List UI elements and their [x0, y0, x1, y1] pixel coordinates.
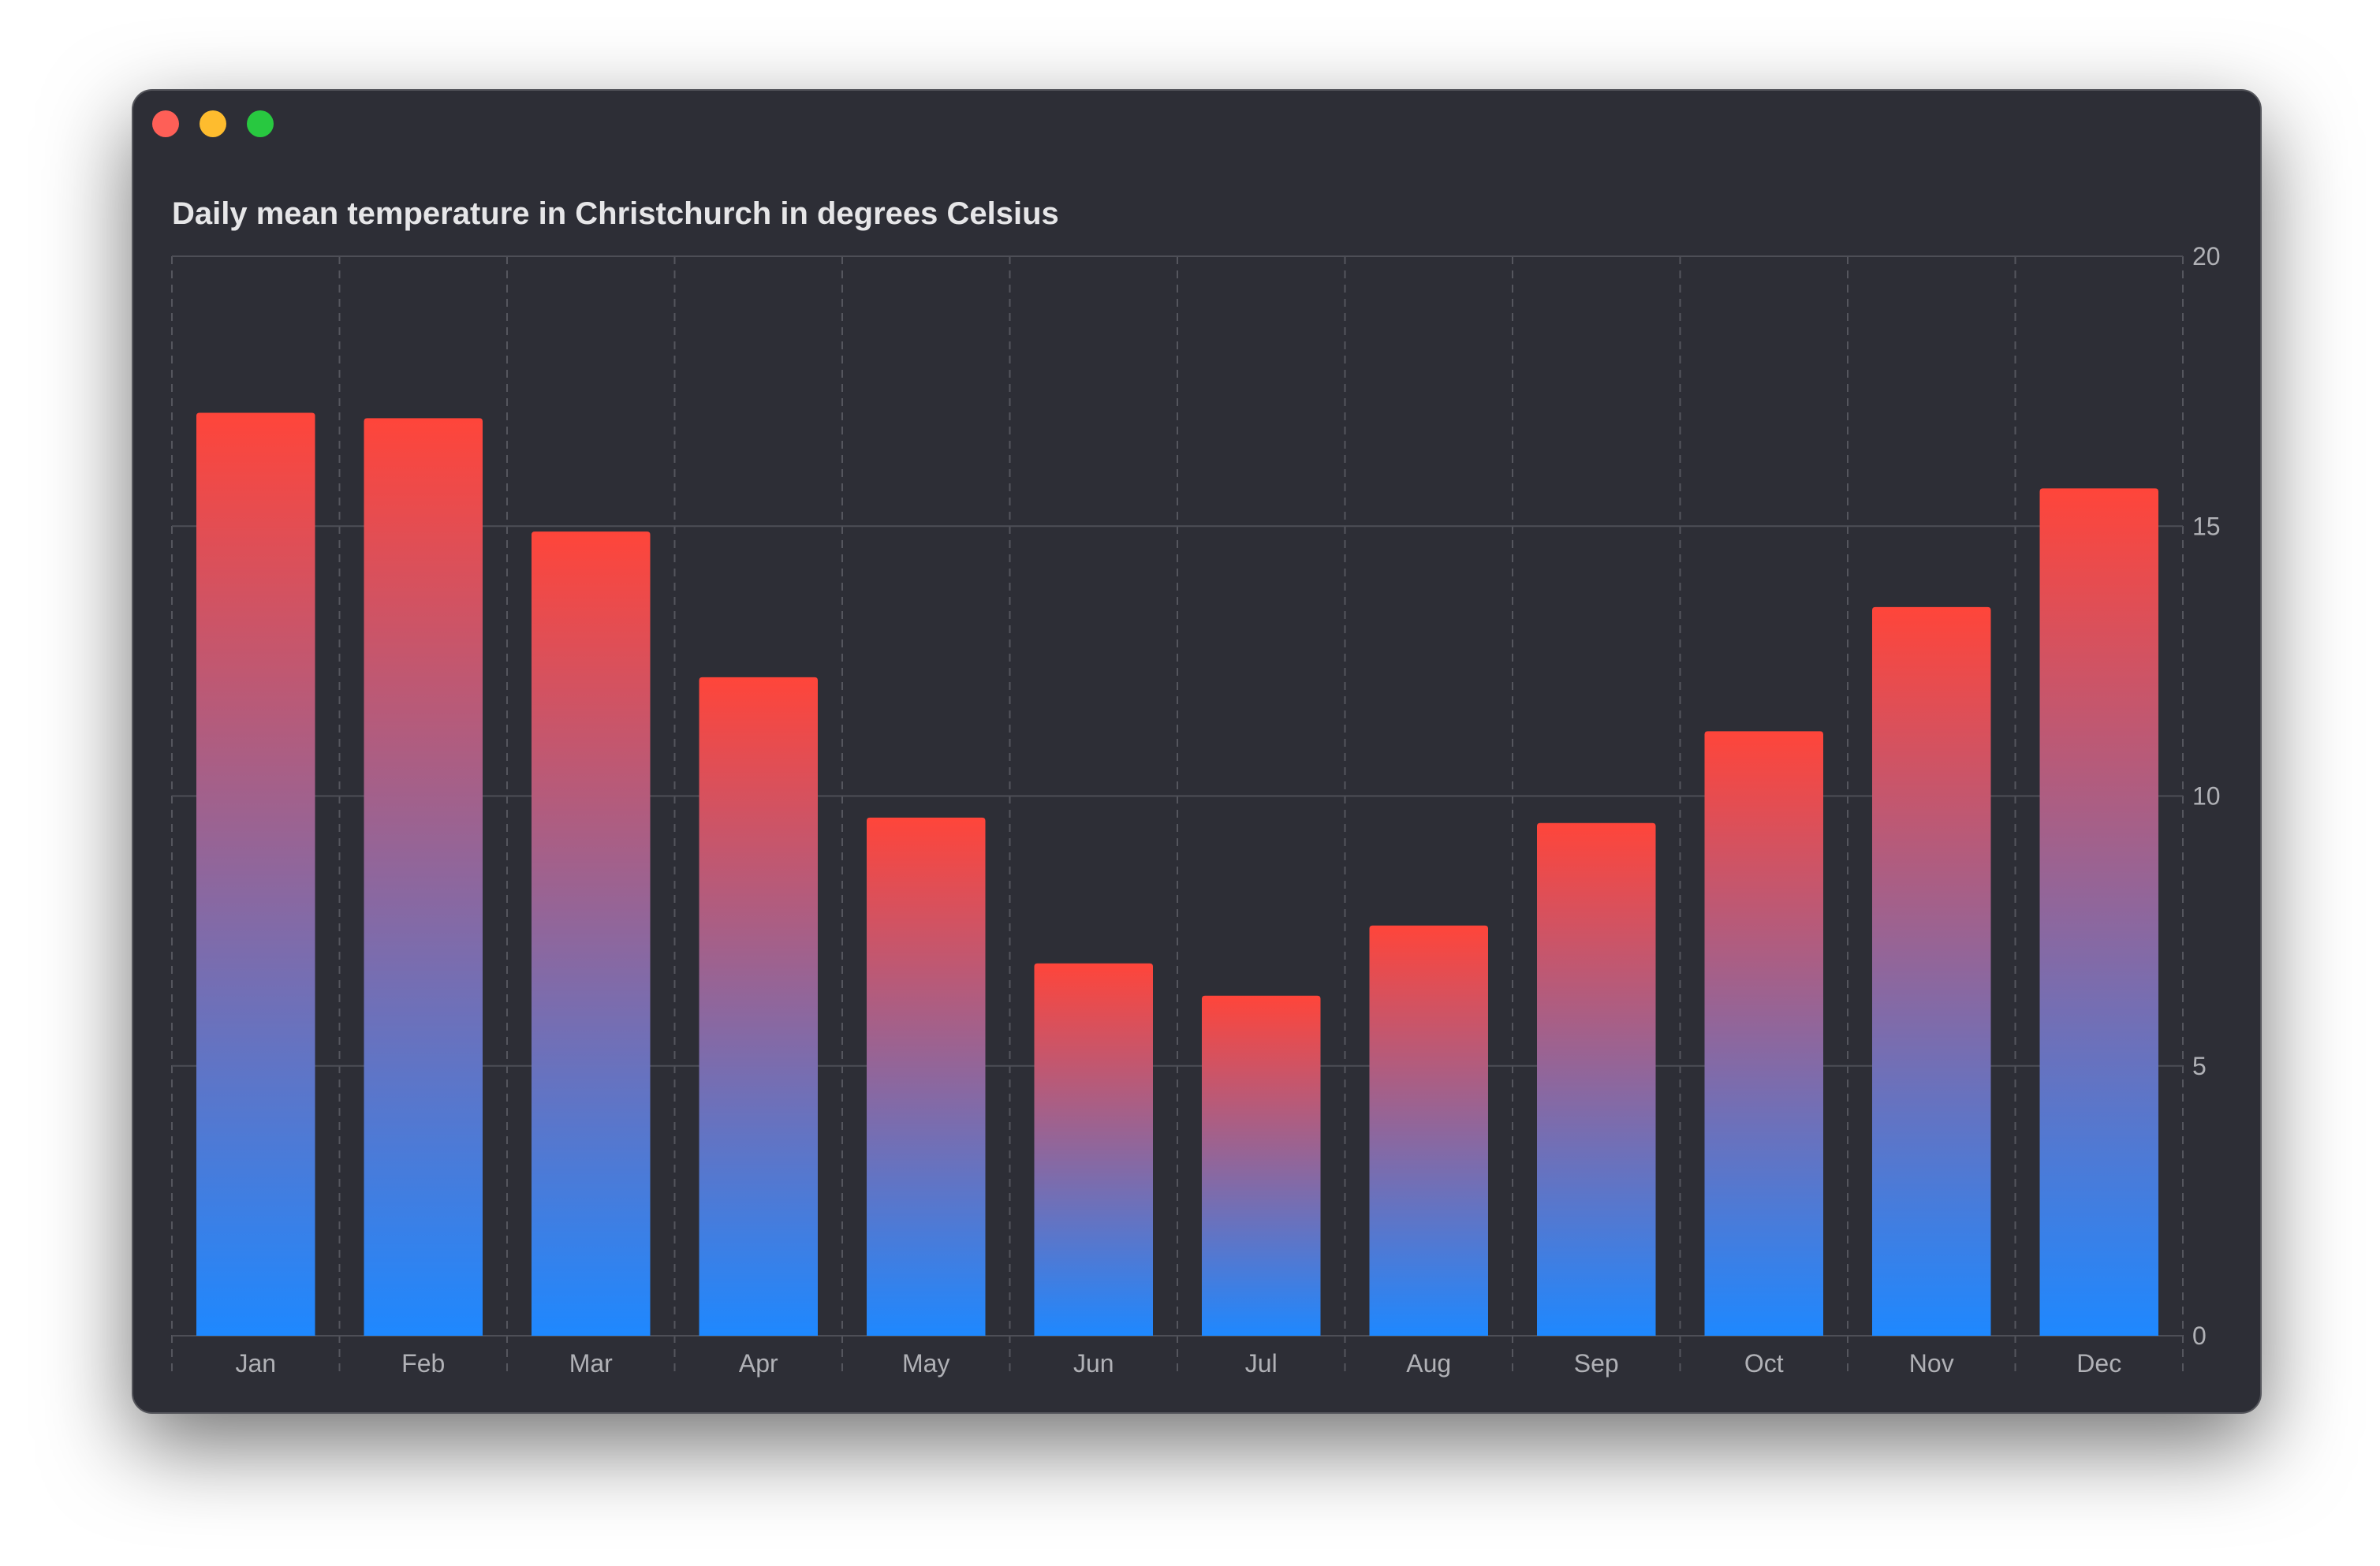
close-button[interactable] [152, 110, 179, 137]
x-tick-label: Jan [235, 1349, 276, 1378]
bar-dec [2039, 488, 2158, 1336]
bar-jun [1034, 963, 1153, 1336]
chart-title: Daily mean temperature in Christchurch i… [172, 196, 1059, 231]
x-tick-label: Dec [2076, 1349, 2121, 1378]
bar-apr [699, 677, 818, 1336]
bar-oct [1704, 731, 1823, 1336]
bar-aug [1369, 925, 1488, 1336]
bar-sep [1537, 822, 1656, 1336]
bar-feb [364, 418, 483, 1336]
bar-jul [1202, 995, 1321, 1336]
y-tick-label: 20 [2192, 242, 2221, 270]
x-tick-label: Aug [1406, 1349, 1451, 1378]
minimize-button[interactable] [200, 110, 226, 137]
bar-may [867, 817, 986, 1336]
x-tick-label: Nov [1909, 1349, 1954, 1378]
x-tick-label: Jul [1245, 1349, 1278, 1378]
bar-chart: 0 5 10 15 20 Jan Feb Mar Apr May Jun Jul Aug Sep Oct No… [171, 242, 2221, 1378]
x-tick-label: Mar [569, 1349, 613, 1378]
y-tick-label: 0 [2192, 1322, 2207, 1350]
x-tick-label: Jun [1073, 1349, 1114, 1378]
y-tick-label: 10 [2192, 782, 2221, 811]
bar-mar [532, 531, 651, 1336]
bar-nov [1872, 606, 1991, 1336]
x-tick-label: Feb [401, 1349, 445, 1378]
x-tick-label: Sep [1574, 1349, 1619, 1378]
x-tick-label: Apr [739, 1349, 778, 1378]
x-tick-label: Oct [1744, 1349, 1784, 1378]
maximize-button[interactable] [247, 110, 274, 137]
bar-jan [196, 412, 315, 1336]
app-window: Daily mean temperature in Christchurch i… [132, 89, 2262, 1414]
y-tick-label: 5 [2192, 1052, 2207, 1080]
x-tick-label: May [902, 1349, 949, 1378]
y-tick-label: 15 [2192, 512, 2221, 540]
